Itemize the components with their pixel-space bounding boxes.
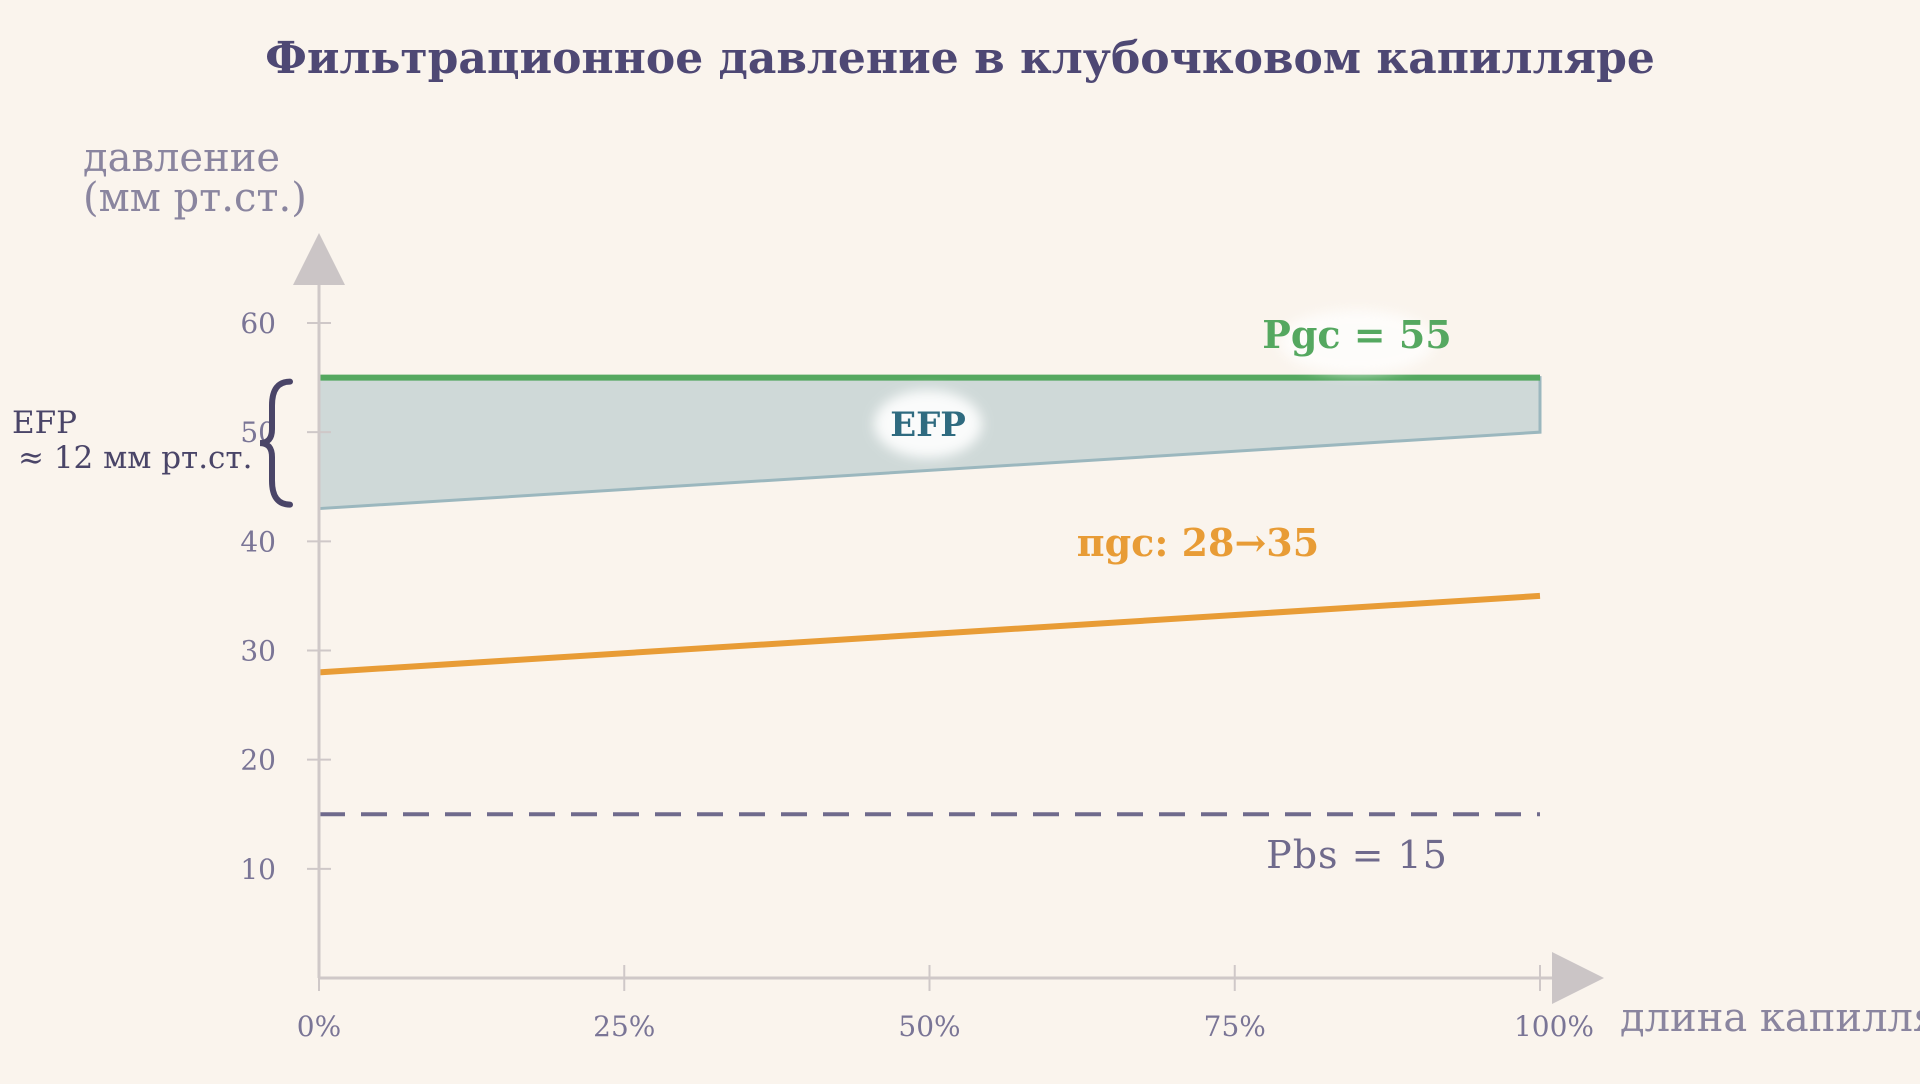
pigc-line [318, 592, 1541, 676]
efp-bracket-label-line2: ≈ 12 мм рт.ст. [18, 440, 252, 476]
x-tick-label: 100% [1514, 1010, 1594, 1043]
x-axis-arrow [1552, 952, 1604, 1004]
pgc-label: Pgc = 55 [1262, 312, 1451, 357]
y-tick-label: 20 [240, 744, 276, 777]
y-axis-title-line1: давление [83, 135, 280, 181]
x-tick-label: 25% [593, 1010, 655, 1043]
y-axis-title-line2: (мм рт.ст.) [83, 175, 307, 221]
x-tick-label: 50% [898, 1010, 960, 1043]
pgc-label-glow [1279, 310, 1435, 374]
pigc-label: πgc: 28→35 [1077, 520, 1319, 565]
efp-label-glow [874, 390, 982, 458]
x-tick-label: 0% [297, 1010, 341, 1043]
y-tick-label: 10 [240, 853, 276, 886]
y-tick-label: 60 [240, 307, 276, 340]
y-axis-arrow [293, 233, 345, 285]
chart-title: Фильтрационное давление в клубочковом ка… [265, 33, 1655, 84]
efp-label: EFP [890, 405, 966, 445]
x-axis-title: длина капилляра [1620, 995, 1920, 1041]
efp-bracket-label-line1: EFP [12, 405, 77, 441]
series-group [318, 374, 1541, 817]
y-tick-label: 40 [240, 525, 276, 558]
pbs-label: Pbs = 15 [1266, 833, 1448, 877]
x-tick-label: 75% [1204, 1010, 1266, 1043]
y-tick-label: 30 [240, 635, 276, 668]
efp-bracket [259, 378, 293, 508]
